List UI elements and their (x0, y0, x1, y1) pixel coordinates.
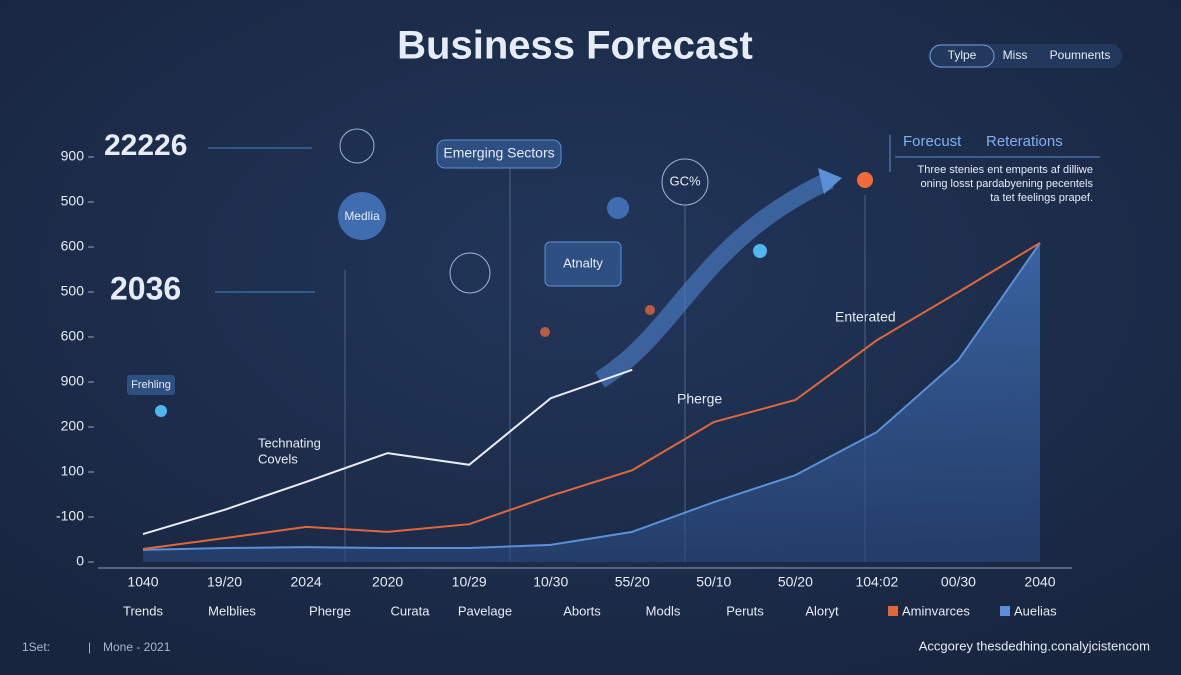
icon (339, 128, 375, 164)
annotation: 22226 (104, 129, 187, 162)
label-box (127, 375, 175, 395)
y-tick-label: 0 (76, 553, 84, 569)
annotation: Atnalty (563, 255, 603, 270)
line (142, 242, 1041, 551)
dot (857, 172, 873, 188)
legend-label: Aminvarces (902, 603, 970, 618)
x-tick-label: 50/20 (778, 574, 813, 590)
dot (645, 305, 655, 315)
x-tick-label: 10/30 (533, 574, 568, 590)
chart-title: Business Forecast (397, 24, 753, 68)
annotation: 2036 (110, 270, 181, 306)
x-sublabel: Aloryt (805, 603, 839, 618)
x-tick-label: 50/10 (696, 574, 731, 590)
dot (607, 197, 629, 219)
x-tick-label: 104:02 (855, 574, 898, 590)
y-tick-label: 500 (61, 193, 85, 209)
footer: Mone - 2021 (103, 640, 171, 654)
dot (753, 244, 767, 258)
label-box (544, 241, 622, 287)
bubble (338, 192, 386, 240)
panel-tab[interactable]: Forecust (903, 133, 962, 150)
annotation: Covels (258, 451, 298, 466)
x-sublabel: Curata (390, 603, 430, 618)
button-group (928, 44, 1122, 68)
x-sublabel: Modls (646, 603, 681, 618)
icon (449, 252, 491, 294)
x-tick-label: 2020 (372, 574, 403, 590)
button[interactable]: Poumnents (1050, 48, 1111, 62)
footer: 1Set: (22, 640, 50, 654)
y-tick-label: -100 (56, 508, 84, 524)
area (143, 242, 1040, 562)
footer: Accgorey thesdedhing.conalyjcistencom (919, 638, 1150, 653)
y-tick-label: 500 (61, 283, 85, 299)
y-tick-label: 600 (61, 328, 85, 344)
x-sublabel: Melblies (208, 603, 256, 618)
line (142, 368, 633, 536)
y-tick-label: 600 (61, 238, 85, 254)
x-sublabel: Trends (123, 603, 163, 618)
x-sublabel: Pavelage (458, 603, 512, 618)
panel-text: ta tet feelings prapef. (990, 192, 1093, 204)
trend-arrow-head (818, 168, 842, 194)
dot (540, 327, 550, 337)
panel-text: Three stenies ent empents af dilliwe (918, 164, 1093, 176)
y-tick-label: 200 (61, 418, 85, 434)
annotation: GC% (669, 173, 701, 188)
x-tick-label: 2040 (1024, 574, 1055, 590)
trend-arrow (595, 171, 834, 388)
y-tick-label: 100 (61, 463, 85, 479)
annotation: Medlia (344, 209, 380, 223)
line (142, 242, 1041, 550)
annotation: Technating (258, 435, 321, 450)
x-sublabel: Aborts (563, 603, 601, 618)
legend-swatch (1000, 606, 1010, 616)
panel-text: oning losst pardabyening pecentels (921, 178, 1094, 190)
annotation: Pherge (677, 391, 722, 407)
x-tick-label: 55/20 (615, 574, 650, 590)
x-tick-label: 2024 (291, 574, 322, 590)
x-sublabel: Peruts (726, 603, 764, 618)
label-box (436, 139, 562, 169)
legend-swatch (888, 606, 898, 616)
x-tick-label: 1040 (127, 574, 158, 590)
plot: 0 -100 100 200 900 600 500 600 500 900 1040 19/20 20… (56, 148, 1072, 618)
button-active[interactable] (929, 44, 995, 68)
button[interactable]: Miss (1003, 48, 1028, 62)
annotation: Frehling (131, 379, 171, 391)
legend-label: Auelias (1014, 603, 1057, 618)
x-sublabel: Pherge (309, 603, 351, 618)
y-tick-label: 900 (61, 373, 85, 389)
annotation: Emerging Sectors (443, 145, 554, 161)
button[interactable]: Tylpe (948, 48, 977, 62)
y-tick-label: 900 (61, 148, 85, 164)
footer: | (88, 640, 91, 654)
panel-tab[interactable]: Reterations (986, 133, 1063, 150)
x-tick-label: 19/20 (207, 574, 242, 590)
dot (155, 405, 167, 417)
x-tick-label: 10/29 (452, 574, 487, 590)
x-tick-label: 00/30 (941, 574, 976, 590)
